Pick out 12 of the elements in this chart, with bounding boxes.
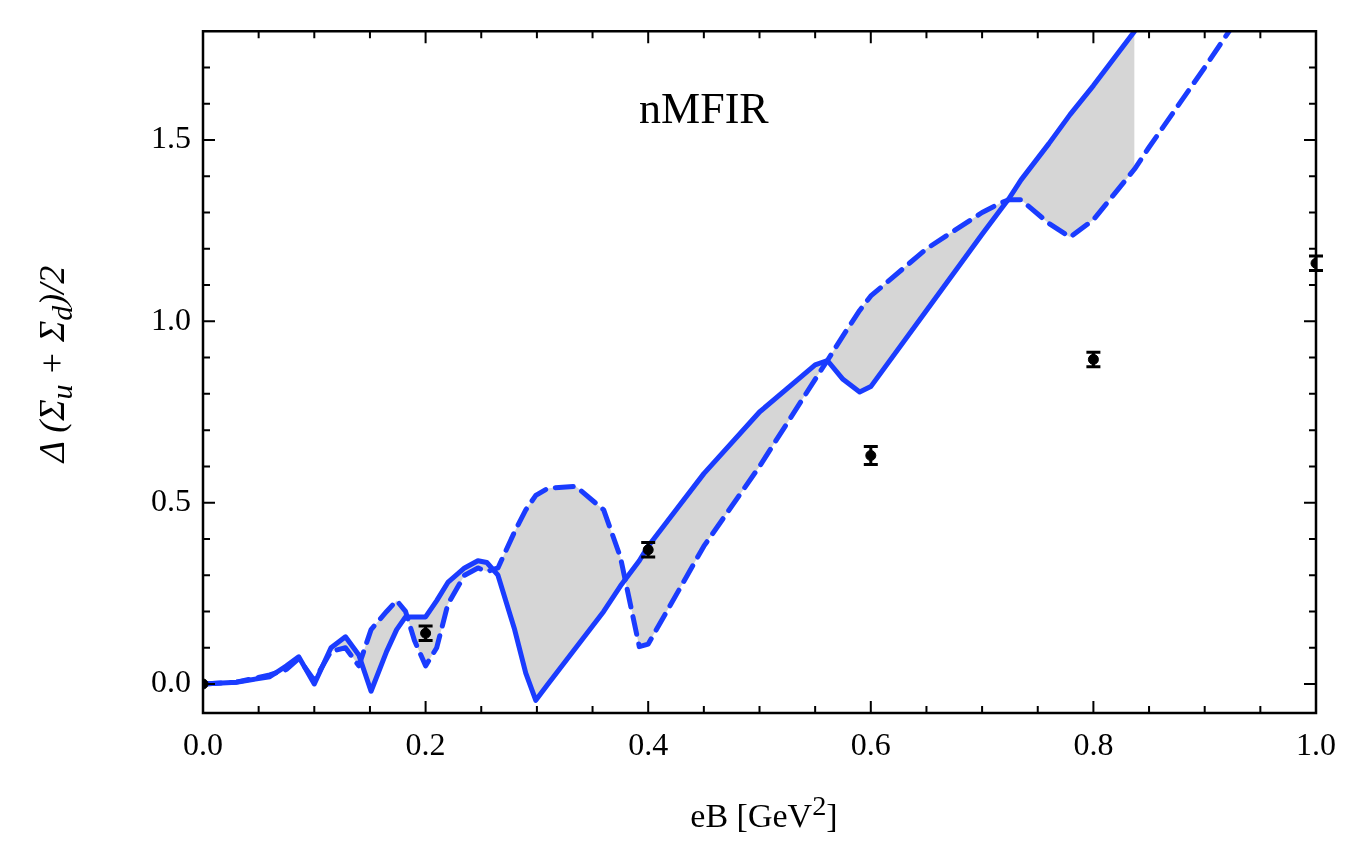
x-tick-label: 0.8 xyxy=(1073,725,1114,762)
x-tick-label: 0.4 xyxy=(628,725,669,762)
y-tick-label: 1.5 xyxy=(151,119,191,156)
y-tick-label: 1.0 xyxy=(151,300,191,337)
x-axis-title: eB [GeV$^{2}$] xyxy=(689,790,839,836)
x-tick-label: 0.6 xyxy=(850,725,891,762)
y-tick-label: 0.5 xyxy=(151,482,191,519)
x-tick-label: 1.0 xyxy=(1296,725,1336,762)
x-tick-label: 0.2 xyxy=(405,725,446,762)
x-tick-label: 0.0 xyxy=(183,725,223,762)
text: nMFIR xyxy=(639,83,770,133)
y-tick-label: 0.0 xyxy=(151,663,191,700)
